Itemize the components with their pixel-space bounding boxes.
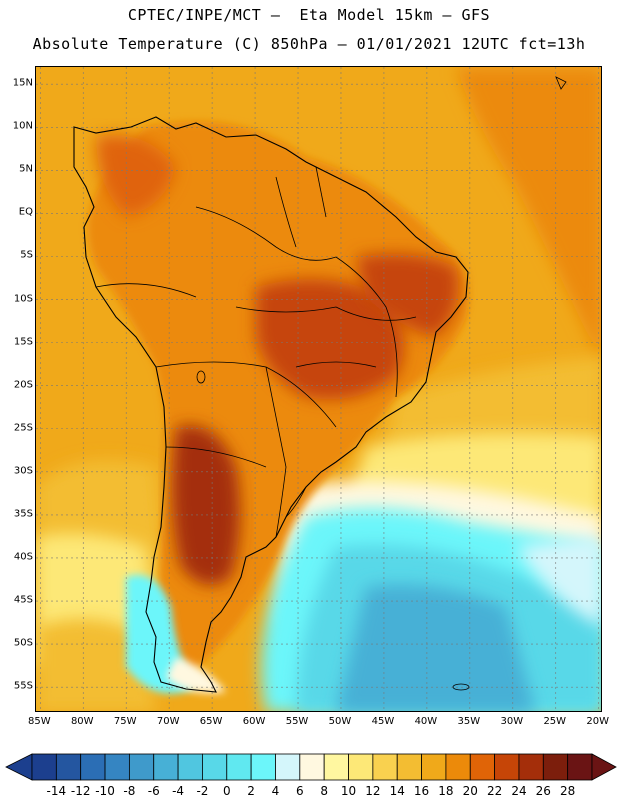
colorbar-tick-label: 6 — [295, 784, 304, 798]
field-core-argentina — [172, 425, 240, 585]
colorbar-tick-label: 14 — [389, 784, 405, 798]
colorbar-tick-label: 16 — [413, 784, 430, 798]
colorbar-segment — [567, 753, 593, 781]
lat-tick-label: 35S — [13, 508, 33, 520]
colorbar-tick-label: -4 — [172, 784, 185, 798]
colorbar-tick-label: 0 — [222, 784, 231, 798]
lon-tick-label: 45W — [371, 716, 395, 727]
colorbar-tick-label: 2 — [247, 784, 255, 798]
colorbar-segment — [323, 753, 349, 781]
lat-tick-label: 5N — [19, 163, 33, 175]
lat-tick-label: EQ — [18, 206, 33, 218]
colorbar-segment — [299, 753, 325, 781]
field-pacific-south — [36, 619, 156, 711]
lat-tick-label: 25S — [13, 422, 33, 434]
colorbar-segment — [177, 753, 203, 781]
colorbar-tick-label: 18 — [438, 784, 454, 798]
colorbar-segment — [542, 753, 569, 781]
lat-tick-label: 5S — [20, 249, 33, 261]
lat-tick-label: 50S — [13, 637, 33, 649]
colorbar-segment — [128, 753, 155, 781]
lon-tick-label: 35W — [457, 716, 481, 727]
lat-tick-label: 55S — [13, 680, 33, 692]
lat-tick-label: 45S — [13, 594, 33, 606]
lon-tick-label: 40W — [414, 716, 438, 727]
colorbar-tick-label: -6 — [147, 784, 160, 798]
colorbar-segment — [153, 753, 179, 781]
colorbar-segment — [494, 753, 520, 781]
lat-tick-label: 30S — [13, 465, 33, 477]
lon-tick-label: 30W — [500, 716, 524, 727]
lon-tick-label: 60W — [242, 716, 266, 727]
colorbar-arrow-right — [591, 753, 617, 781]
colorbar-segment — [469, 753, 496, 781]
colorbar-tick-label: 8 — [320, 784, 328, 798]
colorbar-segment — [80, 753, 106, 781]
chart-title-line1: CPTEC/INPE/MCT – Eta Model 15km – GFS — [127, 6, 491, 24]
lon-tick-label: 80W — [70, 716, 94, 727]
lon-tick-label: 50W — [328, 716, 352, 727]
caribbean-islands — [555, 76, 567, 90]
field-ne-warm — [456, 67, 601, 363]
lon-tick-label: 20W — [586, 716, 610, 727]
lon-tick-label: 70W — [156, 716, 180, 727]
colorbar-segment — [372, 753, 398, 781]
colorbar-segment — [275, 753, 301, 781]
map-canvas — [36, 67, 601, 711]
country-borders — [95, 166, 417, 538]
lat-tick-label: 20S — [13, 379, 33, 391]
colorbar-segment — [421, 753, 447, 781]
lon-tick-label: 85W — [27, 716, 51, 727]
colorbar-segment — [348, 753, 374, 781]
colorbar-segment — [55, 753, 82, 781]
colorbar-tick-label: 4 — [271, 784, 280, 798]
colorbar-tick-label: -8 — [123, 784, 136, 798]
colorbar-segment — [445, 753, 471, 781]
lat-tick-label: 15N — [12, 77, 33, 89]
field-core-brazil — [256, 279, 404, 400]
colorbar-arrow-left — [5, 753, 33, 781]
colorbar-tick-label: -2 — [196, 784, 209, 798]
lon-tick-label: 75W — [113, 716, 137, 727]
field-cold-0 — [336, 584, 536, 711]
lat-tick-label: 10S — [13, 293, 33, 305]
colorbar-segment — [250, 753, 276, 781]
lon-tick-label: 55W — [285, 716, 309, 727]
colorbar-tick-label: 28 — [560, 784, 576, 798]
lon-tick-label: 25W — [543, 716, 567, 727]
field-core-ne — [356, 253, 459, 337]
colorbar-tick-label: 10 — [340, 784, 357, 798]
colorbar-tick-label: -10 — [95, 784, 115, 798]
lake-titicaca — [196, 370, 206, 384]
colorbar — [5, 753, 617, 781]
lat-tick-label: 15S — [13, 336, 33, 348]
colorbar-tick-label: 22 — [486, 784, 503, 798]
colorbar-tick-label: -12 — [70, 784, 91, 798]
temperature-map — [35, 66, 602, 712]
colorbar-segment — [396, 753, 422, 781]
field-core-north — [96, 135, 176, 217]
colorbar-segment — [31, 753, 57, 781]
chart-title-line2: Absolute Temperature (C) 850hPa – 01/01/… — [32, 35, 586, 53]
colorbar-tick-label: -14 — [46, 784, 67, 798]
colorbar-tick-label: 26 — [535, 784, 551, 798]
lon-tick-label: 65W — [199, 716, 223, 727]
colorbar-tick-label: 20 — [462, 784, 478, 798]
lat-tick-label: 10N — [12, 120, 33, 132]
field-cold-6 — [516, 537, 601, 627]
falkland-islands — [452, 683, 470, 691]
colorbar-tick-label: 12 — [365, 784, 381, 798]
field-patagonia-pale — [166, 657, 226, 693]
lat-tick-label: 40S — [13, 551, 33, 563]
colorbar-segment — [202, 753, 228, 781]
colorbar-segment — [518, 753, 544, 781]
colorbar-segment — [104, 753, 130, 781]
colorbar-segment — [226, 753, 252, 781]
colorbar-tick-label: 24 — [511, 784, 527, 798]
